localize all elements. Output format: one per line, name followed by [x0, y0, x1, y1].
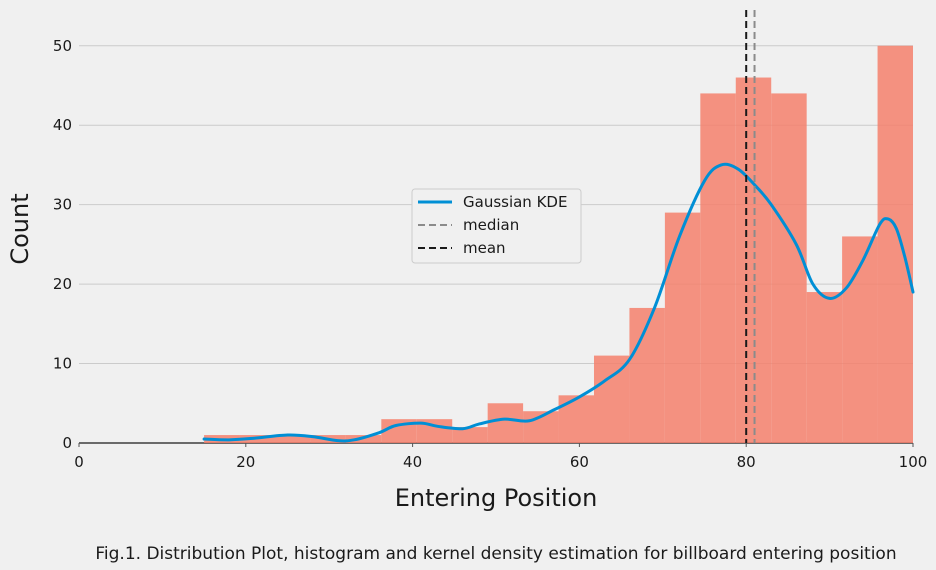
kde-curve	[202, 162, 915, 443]
histogram-bar	[735, 77, 772, 444]
histogram-bar	[274, 435, 311, 443]
y-axis-label: Count	[6, 193, 34, 264]
tick-labels: 0 10 20 30 40 50 0 20 40 60 80 100	[53, 37, 927, 471]
reference-lines	[745, 10, 756, 443]
y-tick-label: 20	[53, 275, 72, 293]
x-tick-label: 0	[74, 453, 84, 471]
legend-median-label: median	[463, 216, 519, 234]
y-tick-label: 30	[53, 196, 72, 214]
histogram-bar	[700, 93, 736, 443]
histogram-bar	[452, 427, 488, 443]
histogram-bars	[204, 45, 913, 444]
x-tick-label: 80	[737, 453, 756, 471]
legend-box	[411, 188, 582, 264]
histogram-bar	[664, 212, 701, 443]
y-tick-label: 40	[53, 116, 72, 134]
x-tick-label: 60	[570, 453, 589, 471]
y-tick-label: 50	[53, 37, 72, 55]
histogram-bar	[842, 236, 878, 443]
histogram-bar	[629, 307, 665, 443]
histogram-bar	[771, 93, 807, 443]
x-tick-label: 20	[236, 453, 255, 471]
x-tick-label: 40	[403, 453, 422, 471]
histogram-bar	[877, 45, 913, 444]
legend-kde-label: Gaussian KDE	[463, 193, 567, 211]
histogram-bar	[487, 403, 524, 443]
x-axis-label: Entering Position	[395, 484, 598, 512]
histogram-bar	[381, 419, 417, 443]
kde-layer	[202, 162, 915, 443]
y-tick-label: 10	[53, 355, 72, 373]
histogram-bar	[558, 395, 594, 443]
x-tick-label: 100	[899, 453, 928, 471]
legend: Gaussian KDE median mean	[411, 188, 582, 264]
histogram-bar	[806, 292, 843, 443]
figure-caption: Fig.1. Distribution Plot, histogram and …	[95, 544, 896, 564]
histogram-bar	[593, 355, 630, 443]
y-tick-label: 0	[62, 434, 72, 452]
legend-mean-label: mean	[463, 239, 506, 257]
